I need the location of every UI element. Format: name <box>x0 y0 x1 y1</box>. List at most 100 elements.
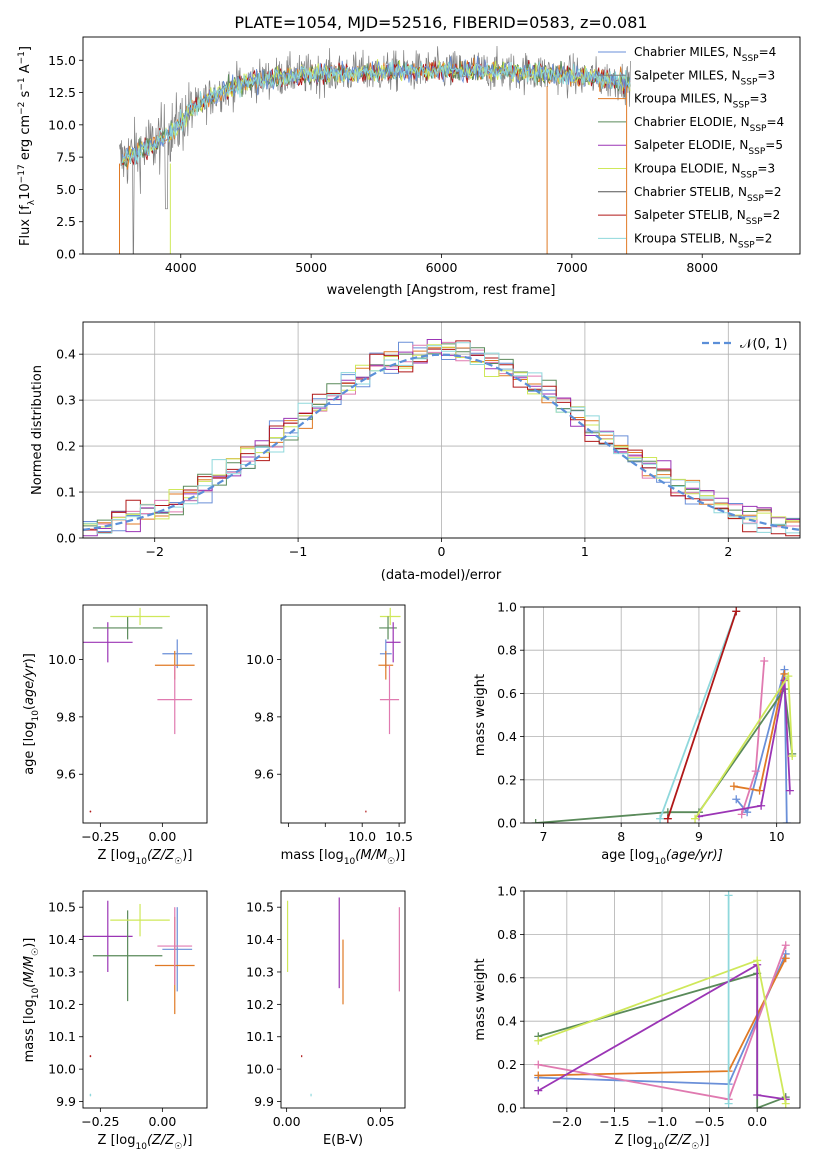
y-tick-label: 10.0 <box>48 652 76 667</box>
label-part: ( <box>22 705 37 710</box>
label-part: s <box>18 90 33 101</box>
weight-marker <box>788 752 797 761</box>
weight-marker <box>724 891 733 900</box>
weight-marker <box>732 795 741 804</box>
x-tick-label: 0.05 <box>367 1114 395 1129</box>
label-part: −17 <box>17 164 27 183</box>
weight-marker <box>534 1036 543 1045</box>
label-part: λ <box>27 199 37 205</box>
label-part: erg cm <box>18 115 33 164</box>
legend-entry: 𝒩(0, 1) <box>740 337 787 352</box>
label-part: (M/M <box>22 956 37 988</box>
y-axis-label: age [log10(age/yr)] <box>22 653 41 775</box>
y-axis-label: Flux [fλ10−17 erg cm−2 s−1 A−1] <box>17 46 37 246</box>
weight-marker <box>784 672 793 681</box>
y-tick-label: 10.0 <box>48 117 76 132</box>
legend-entry: Chabrier ELODIE, NSSP=4 <box>634 115 784 134</box>
label-part: SSP <box>741 171 758 181</box>
x-tick-label: 5000 <box>295 260 327 275</box>
label-part: mass [log <box>22 999 37 1062</box>
x-tick-label: 10.5 <box>385 829 413 844</box>
legend-entry: Kroupa ELODIE, NSSP=3 <box>634 162 775 181</box>
y-tick-label: 0.0 <box>497 816 517 831</box>
model-spectrum <box>121 60 631 165</box>
label-part: =4 <box>759 45 777 59</box>
plot-area <box>83 339 800 537</box>
x-tick-label: −2.0 <box>552 1114 582 1129</box>
x-axis-label: Z [log10(Z/Z☉)] <box>98 848 193 867</box>
y-tick-label: 0.2 <box>497 1057 517 1072</box>
weight-marker <box>691 814 700 823</box>
x-tick-label: 7 <box>539 829 547 844</box>
x-tick-label: 4000 <box>165 260 197 275</box>
residual-histogram <box>83 342 800 534</box>
weight-marker <box>531 819 540 823</box>
plot-area <box>83 900 195 1097</box>
label-part: Salpeter MILES, N <box>634 68 741 82</box>
weight-line <box>735 669 788 823</box>
label-part: Kroupa MILES, N <box>634 92 733 106</box>
weight-marker <box>729 782 738 791</box>
y-tick-label: 0.6 <box>497 970 517 985</box>
x-tick-label: 0.00 <box>148 1114 176 1129</box>
y-tick-label: 0.3 <box>56 393 76 408</box>
x-tick-label: 2 <box>724 544 732 559</box>
x-tick-label: −0.25 <box>81 1114 119 1129</box>
weight-marker <box>656 814 665 823</box>
y-tick-label: 0.8 <box>497 927 517 942</box>
legend-entry: Kroupa MILES, NSSP=3 <box>634 92 767 111</box>
plot-area <box>531 607 797 823</box>
label-part: (Z/Z <box>147 848 175 863</box>
y-tick-label: 0.0 <box>497 1101 517 1116</box>
label-part: age/yr <box>22 662 37 705</box>
label-part: ☉ <box>31 948 41 956</box>
label-part: SSP <box>733 101 750 111</box>
label-part: Kroupa ELODIE, N <box>634 162 741 176</box>
label-part: Kroupa STELIB, N <box>634 231 738 245</box>
label-part: =5 <box>765 138 783 152</box>
x-tick-label: −0.25 <box>81 829 119 844</box>
label-part: SSP <box>750 124 767 134</box>
y-axis-label: mass weight <box>473 958 488 1040</box>
label-part: ] <box>18 46 33 51</box>
y-tick-label: 0.4 <box>497 1014 517 1029</box>
y-tick-label: 10.4 <box>246 932 274 947</box>
y-tick-label: 2.5 <box>56 214 76 229</box>
label-part: SSP <box>738 240 755 250</box>
label-part: =4 <box>766 115 784 129</box>
label-part: ☉ <box>174 857 182 867</box>
x-tick-label: 0.00 <box>273 1114 301 1129</box>
y-tick-label: 0.2 <box>497 772 517 787</box>
age-vs-metallicity-panel: −0.25 0.009.69.810.0Z [log10(Z/Z☉)]age [l… <box>22 604 208 867</box>
label-part: Salpeter STELIB, N <box>634 208 746 222</box>
label-part: )] <box>22 938 37 948</box>
y-tick-label: 0.0 <box>56 247 76 262</box>
label-part: age [log <box>601 848 654 863</box>
label-part: )] <box>395 848 405 863</box>
weight-marker <box>724 1099 733 1108</box>
plot-area <box>119 45 631 254</box>
x-tick-label: 7000 <box>556 260 588 275</box>
y-tick-label: 10.3 <box>246 964 274 979</box>
label-part: Chabrier MILES, N <box>634 45 742 59</box>
weight-marker <box>785 786 794 795</box>
y-tick-label: 10.4 <box>48 932 76 947</box>
weight-marker <box>781 1099 790 1108</box>
label-part: 10 <box>344 857 356 867</box>
label-part: ☉ <box>174 1142 182 1152</box>
y-tick-label: 9.8 <box>254 709 274 724</box>
label-part: SSP <box>748 147 765 157</box>
label-part: =3 <box>750 92 768 106</box>
y-tick-label: 10.2 <box>246 997 274 1012</box>
label-part: Z [log <box>98 1133 136 1148</box>
weight-marker <box>751 767 760 776</box>
axes-frame <box>280 604 406 824</box>
label-part: Salpeter ELODIE, N <box>634 138 748 152</box>
weight-marker <box>663 814 672 823</box>
label-part: 10 <box>31 710 41 722</box>
axes-frame <box>280 890 406 1109</box>
x-tick-label: 9 <box>695 829 703 844</box>
label-part: (Z/Z <box>664 1133 692 1148</box>
axes-frame <box>82 36 801 255</box>
weight-marker <box>753 956 762 965</box>
